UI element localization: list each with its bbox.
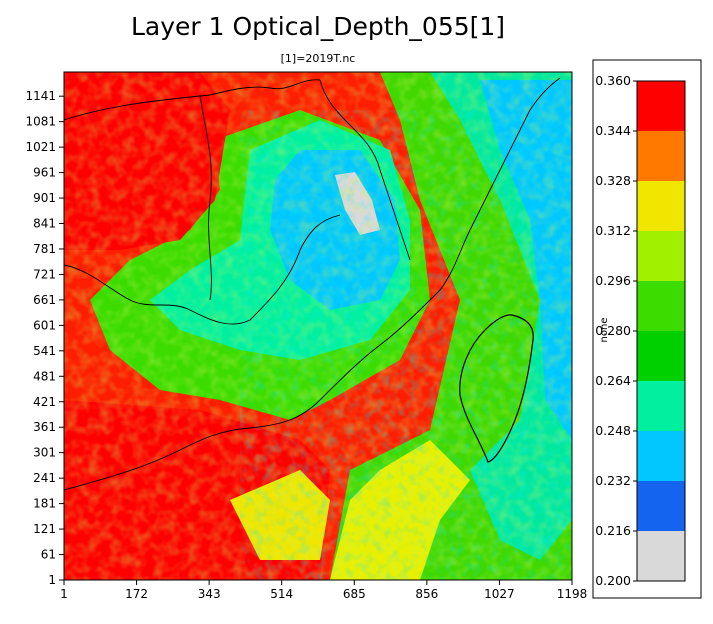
colorbar-swatch [637,231,685,281]
colorbar-tick-label: 0.296 [595,273,631,288]
y-tick-label: 241 [33,471,56,485]
y-tick-label: 841 [33,217,56,231]
y-tick-label: 1021 [25,140,56,154]
heatmap-texture-cool [240,110,572,580]
y-tick-label: 601 [33,318,56,332]
x-tick-label: 343 [198,587,221,601]
colorbar-tick-label: 0.248 [595,423,631,438]
x-tick-label: 685 [343,587,366,601]
colorbar: 0.200 0.216 0.232 0.248 0.264 0.280 0.296 0.312… [595,73,686,588]
colorbar-tick-label: 0.216 [595,523,631,538]
plot-frame [63,71,573,581]
y-tick-label: 181 [33,497,56,511]
y-tick-label: 1141 [25,89,56,103]
y-tick-label: 481 [33,369,56,383]
colorbar-swatch [637,81,685,131]
y-tick-label: 961 [33,166,56,180]
colorbar-swatch [637,281,685,331]
colorbar-swatch [637,431,685,481]
y-tick-label: 721 [33,267,56,281]
y-tick-label: 301 [33,446,56,460]
y-tick-label: 61 [41,548,56,562]
axes: 1 172 343 514 685 856 1027 1198 1 61 121 181 241 301 3… [25,89,587,601]
x-tick-label: 1198 [557,587,588,601]
colorbar-swatch [637,181,685,231]
map-boundaries [64,77,561,491]
colorbar-tick-label: 0.312 [595,223,631,238]
heatmap-plot-area [64,72,572,580]
y-tick-label: 421 [33,395,56,409]
x-tick-label: 172 [125,587,148,601]
colorbar-tick-label: 0.328 [595,173,631,188]
y-tick-label: 361 [33,420,56,434]
colorbar-unit-label: none [599,318,610,343]
colorbar-tick-label: 0.344 [595,123,631,138]
y-tick-label: 661 [33,293,56,307]
x-tick-label: 856 [415,587,438,601]
map-taiwan-outline [459,314,534,463]
colorbar-tick-label: 0.280 [595,323,631,338]
colorbar-tick-label: 0.360 [595,73,631,88]
y-tick-label: 541 [33,344,56,358]
y-tick-label: 901 [33,191,56,205]
y-tick-label: 121 [33,522,56,536]
colorbar-swatch [637,481,685,531]
x-tick-label: 1 [60,587,68,601]
y-tick-label: 1 [48,573,56,587]
chart-subtitle: [1]=2019T.nc [280,52,356,65]
colorbar-swatch [637,381,685,431]
x-tick-label: 514 [270,587,293,601]
y-tick-label: 781 [33,242,56,256]
colorbar-tick-label: 0.200 [595,573,631,588]
colorbar-swatch [637,131,685,181]
y-tick-label: 1081 [25,115,56,129]
chart-title: Layer 1 Optical_Depth_055[1] [130,12,506,41]
colorbar-tick-label: 0.264 [595,373,631,388]
colorbar-swatch [637,531,685,581]
colorbar-tick-label: 0.232 [595,473,631,488]
x-tick-label: 1027 [484,587,515,601]
colorbar-swatch [637,331,685,381]
